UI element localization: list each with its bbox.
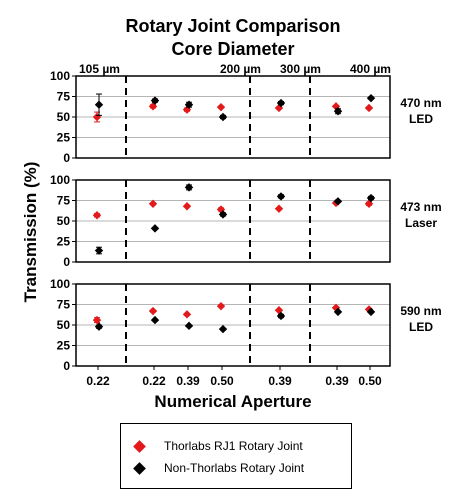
- data-point-thorlabs: [274, 204, 284, 213]
- data-point-thorlabs: [148, 102, 158, 111]
- data-point-non-thorlabs: [333, 307, 343, 317]
- panel-label-source: LED: [409, 112, 433, 126]
- x-tick-label: 0.50: [210, 374, 234, 388]
- y-tick-label: 100: [50, 173, 70, 187]
- y-tick-label: 25: [57, 339, 71, 353]
- panel-label-source: Laser: [405, 216, 437, 230]
- x-tick-label: 0.22: [86, 374, 110, 388]
- panel-label-wavelength: 590 nm: [400, 304, 441, 318]
- data-point-non-thorlabs: [150, 315, 160, 325]
- y-tick-label: 100: [50, 277, 70, 291]
- data-point-thorlabs: [274, 103, 284, 113]
- y-axis-label: Transmission (%): [21, 162, 40, 303]
- x-tick-label: 0.22: [142, 374, 166, 388]
- legend-marker-thorlabs: [133, 439, 146, 453]
- chart-legend: Thorlabs RJ1 Rotary Joint Non-Thorlabs R…: [120, 423, 352, 489]
- y-tick-label: 75: [57, 90, 71, 104]
- data-point-non-thorlabs: [366, 307, 376, 317]
- chart-title: Rotary Joint Comparison: [125, 16, 340, 36]
- y-tick-label: 25: [57, 131, 71, 145]
- data-point-thorlabs: [331, 102, 341, 111]
- panel-label-wavelength: 473 nm: [400, 200, 441, 214]
- panel-frame: [75, 283, 391, 367]
- data-point-non-thorlabs: [276, 311, 286, 321]
- data-point-non-thorlabs: [94, 322, 104, 331]
- x-tick-label: 0.39: [325, 374, 349, 388]
- data-point-non-thorlabs: [366, 193, 376, 203]
- y-tick-label: 0: [63, 359, 70, 373]
- data-point-thorlabs: [148, 199, 158, 208]
- data-point-non-thorlabs: [333, 107, 343, 116]
- y-tick-label: 0: [63, 255, 70, 269]
- data-point-thorlabs: [364, 103, 374, 113]
- panel-frame: [75, 75, 391, 159]
- data-point-non-thorlabs: [150, 224, 160, 233]
- y-tick-label: 0: [63, 151, 70, 165]
- data-point-non-thorlabs: [184, 321, 194, 331]
- panel-label-wavelength: 470 nm: [400, 96, 441, 110]
- y-tick-label: 50: [57, 318, 71, 332]
- panel-label-source: LED: [409, 320, 433, 334]
- data-point-thorlabs: [148, 306, 158, 316]
- data-point-non-thorlabs: [94, 100, 104, 109]
- data-point-thorlabs: [216, 102, 226, 112]
- data-point-non-thorlabs: [94, 246, 104, 255]
- y-tick-label: 50: [57, 214, 71, 228]
- core-group-label: 400 µm: [350, 62, 391, 76]
- x-tick-label: 0.39: [268, 374, 292, 388]
- panel-frame: [75, 179, 391, 263]
- legend-label-non-thorlabs: Non-Thorlabs Rotary Joint: [164, 461, 305, 475]
- x-tick-label: 0.39: [176, 374, 200, 388]
- x-axis-label: Numerical Aperture: [154, 392, 311, 411]
- data-point-non-thorlabs: [276, 98, 286, 108]
- data-point-thorlabs: [92, 211, 102, 220]
- y-tick-label: 25: [57, 235, 71, 249]
- core-group-label: 105 µm: [79, 62, 120, 76]
- data-point-non-thorlabs: [150, 96, 160, 105]
- y-tick-label: 75: [57, 194, 71, 208]
- data-point-thorlabs: [182, 105, 192, 114]
- legend-marker-non-thorlabs: [133, 461, 146, 475]
- data-point-thorlabs: [216, 301, 226, 311]
- data-point-non-thorlabs: [184, 100, 194, 109]
- y-tick-label: 100: [50, 69, 70, 83]
- y-tick-label: 50: [57, 110, 71, 124]
- legend-label-thorlabs: Thorlabs RJ1 Rotary Joint: [164, 439, 303, 453]
- data-point-non-thorlabs: [184, 183, 194, 192]
- y-tick-label: 75: [57, 298, 71, 312]
- data-point-non-thorlabs: [276, 192, 286, 201]
- data-point-non-thorlabs: [218, 210, 228, 219]
- data-point-thorlabs: [92, 315, 102, 325]
- data-point-non-thorlabs: [333, 197, 343, 206]
- data-point-non-thorlabs: [218, 112, 228, 122]
- data-point-thorlabs: [92, 112, 102, 122]
- core-group-label: 300 µm: [280, 62, 321, 76]
- legend-entry-non-thorlabs: Non-Thorlabs Rotary Joint: [131, 459, 304, 477]
- data-point-non-thorlabs: [218, 324, 228, 334]
- data-point-thorlabs: [182, 310, 192, 319]
- chart-subtitle: Core Diameter: [171, 39, 294, 59]
- x-tick-label: 0.50: [358, 374, 382, 388]
- data-point-non-thorlabs: [366, 93, 376, 103]
- data-point-thorlabs: [364, 199, 374, 208]
- legend-entry-thorlabs: Thorlabs RJ1 Rotary Joint: [131, 437, 303, 455]
- data-point-thorlabs: [182, 202, 192, 211]
- core-group-label: 200 µm: [220, 62, 261, 76]
